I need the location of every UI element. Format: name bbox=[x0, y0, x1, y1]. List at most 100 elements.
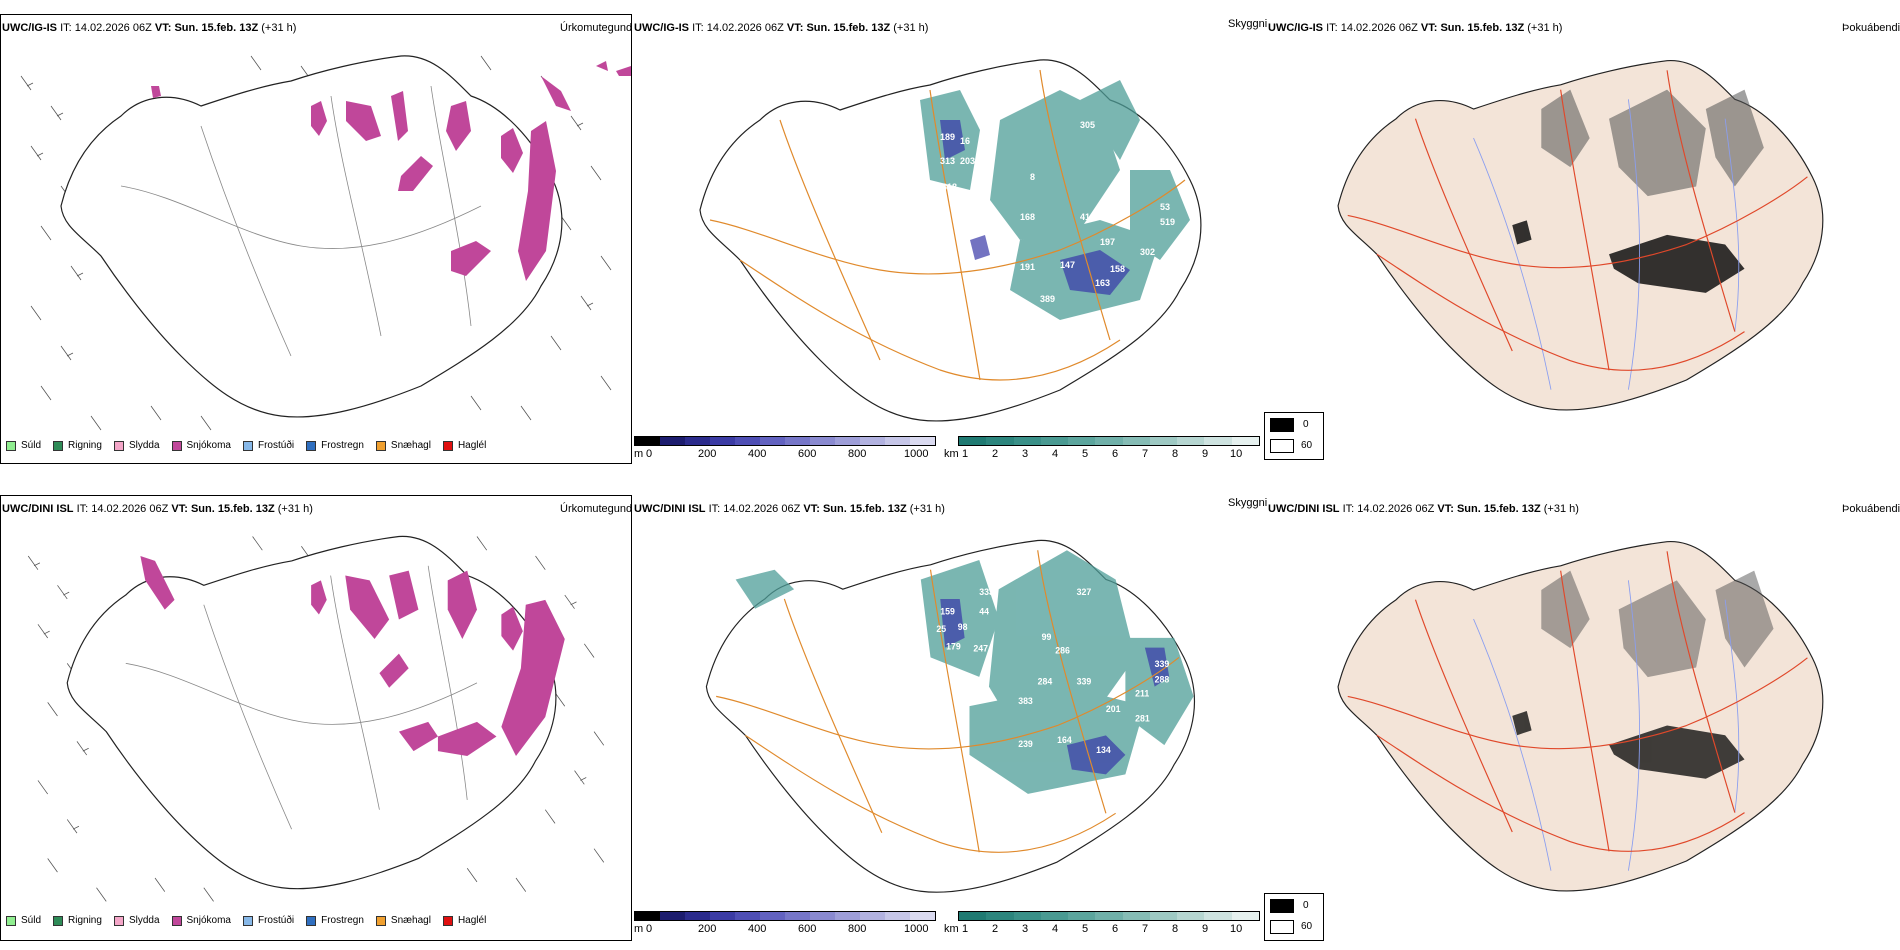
km-tick: 1 bbox=[962, 923, 969, 935]
legend-item-snaehagl: Snæhagl bbox=[375, 440, 431, 451]
vis-label: 146 bbox=[1135, 610, 1150, 620]
visibility-map-2: 333 327 159 44 146 25 98 179 247 99 286 … bbox=[705, 539, 1196, 893]
vis-label: 383 bbox=[1018, 696, 1033, 706]
panel-title-visibility-2: UWC/DINI ISL IT: 14.02.2026 06Z VT: Sun.… bbox=[634, 503, 945, 515]
legend-item-frostudi: Frostúði bbox=[242, 440, 294, 451]
vis-label: 44 bbox=[979, 607, 989, 617]
vis-label: 339 bbox=[1155, 659, 1170, 669]
height-tick: 0 bbox=[646, 923, 653, 935]
legend-item-rigning: Rigning bbox=[53, 440, 102, 451]
legend-item-slydda: Slydda bbox=[113, 915, 160, 926]
roads-orange bbox=[716, 550, 1180, 853]
vis-label: 203 bbox=[960, 156, 975, 166]
height-tick: 400 bbox=[748, 448, 767, 460]
fog-label-2: Þokuábendi bbox=[1842, 503, 1900, 515]
vis-label: 168 bbox=[1020, 212, 1035, 222]
legend-item-haglel: Haglél bbox=[442, 915, 486, 926]
legend-item-frostudi: Frostúði bbox=[242, 915, 294, 926]
km-tick: 9 bbox=[1202, 923, 1209, 935]
km-colorbar-1 bbox=[958, 436, 1260, 446]
vis-label: 519 bbox=[1160, 217, 1175, 227]
km-tick: 9 bbox=[1202, 448, 1209, 460]
height-tick: 200 bbox=[698, 923, 717, 935]
vis-label: 313 bbox=[940, 156, 955, 166]
km-tick: 6 bbox=[1112, 448, 1119, 460]
vis-label: 25 bbox=[936, 624, 946, 634]
wind-barbs bbox=[20, 55, 612, 431]
precip-type-label-2: Úrkomutegund bbox=[560, 503, 633, 515]
precip-type-frame bbox=[0, 14, 632, 464]
legend-item-slydda: Slydda bbox=[113, 440, 160, 451]
legend-item-snjokoma: Snjókoma bbox=[171, 915, 231, 926]
panel-title-precip-1: UWC/IG-IS IT: 14.02.2026 06Z VT: Sun. 15… bbox=[2, 22, 297, 34]
vis-label: 281 bbox=[1135, 714, 1150, 724]
height-tick: 1000 bbox=[904, 448, 929, 460]
visibility-number-labels: 305 31 189 16 313 203 318 8 168 25 53 41… bbox=[940, 120, 1175, 304]
legend-item-haglel: Haglél bbox=[442, 440, 486, 451]
vis-label: 147 bbox=[1060, 260, 1075, 270]
km-unit-2: km bbox=[944, 923, 959, 935]
km-tick: 2 bbox=[992, 448, 999, 460]
fog-dark-areas bbox=[1512, 711, 1745, 779]
vis-label: 284 bbox=[1038, 677, 1053, 687]
vis-label: 247 bbox=[973, 644, 988, 654]
panel-title-precip-2: UWC/DINI ISL IT: 14.02.2026 06Z VT: Sun.… bbox=[2, 503, 313, 515]
fog-grey-areas bbox=[1541, 89, 1764, 197]
km-tick: 3 bbox=[1022, 923, 1029, 935]
visibility-map-1: 305 31 189 16 313 203 318 8 168 25 53 41… bbox=[699, 59, 1202, 422]
vis-label: 314 bbox=[940, 242, 955, 252]
height-tick: 800 bbox=[848, 923, 867, 935]
visibility-label-1: Skyggni bbox=[1228, 18, 1268, 30]
height-tick: 600 bbox=[798, 923, 817, 935]
vis-label: 211 bbox=[1135, 688, 1149, 698]
roads-grey bbox=[120, 85, 482, 357]
visibility-blue bbox=[940, 598, 1170, 775]
height-tick: 0 bbox=[646, 448, 653, 460]
vis-label: 164 bbox=[1057, 735, 1072, 745]
km-tick: 8 bbox=[1172, 923, 1179, 935]
vis-label: 16 bbox=[960, 136, 970, 146]
km-tick: 3 bbox=[1022, 448, 1029, 460]
legend-item-frostregn: Frostregn bbox=[306, 440, 364, 451]
vis-label: 179 bbox=[946, 642, 961, 652]
fog-legend-2: 0 60 bbox=[1264, 893, 1324, 941]
vis-label: 99 bbox=[1042, 632, 1052, 642]
legend-item-snjokoma: Snjókoma bbox=[171, 440, 231, 451]
km-tick: 6 bbox=[1112, 923, 1119, 935]
km-colorbar-2 bbox=[958, 911, 1260, 921]
vis-label: 191 bbox=[1020, 262, 1035, 272]
vis-label: 288 bbox=[1155, 675, 1170, 685]
roads-red bbox=[1347, 70, 1808, 371]
legend-item-frostregn: Frostregn bbox=[306, 915, 364, 926]
fog-map-2 bbox=[1337, 541, 1824, 892]
vis-label: 189 bbox=[940, 132, 955, 142]
height-tick: 800 bbox=[848, 448, 867, 460]
km-tick: 2 bbox=[992, 923, 999, 935]
vis-label: 483 bbox=[1000, 232, 1015, 242]
km-tick: 7 bbox=[1142, 448, 1149, 460]
vis-label: 201 bbox=[1106, 704, 1121, 714]
vis-label: 286 bbox=[1055, 646, 1070, 656]
snow-areas bbox=[151, 61, 631, 281]
vis-label: 53 bbox=[1160, 202, 1170, 212]
fog-grey-areas bbox=[1541, 570, 1774, 678]
legend-item-sudl: Súld bbox=[6, 915, 41, 926]
row-1: UWC/IG-IS IT: 14.02.2026 06Z VT: Sun. 15… bbox=[0, 14, 1900, 464]
vis-label: 339 bbox=[1077, 677, 1092, 687]
roads-orange bbox=[709, 69, 1186, 381]
precip-type-label-1: Úrkomutegund bbox=[560, 22, 633, 34]
vis-label: 305 bbox=[1080, 120, 1095, 130]
panel-title-visibility-1: UWC/IG-IS IT: 14.02.2026 06Z VT: Sun. 15… bbox=[634, 22, 929, 34]
rivers bbox=[1473, 580, 1740, 871]
km-tick: 8 bbox=[1172, 448, 1179, 460]
legend-item-sudl: Súld bbox=[6, 440, 41, 451]
precip-legend-1: Súld Rigning Slydda Snjókoma Frostúði Fr… bbox=[6, 440, 498, 451]
precip-type-map-1 bbox=[20, 55, 631, 431]
fog-map-1 bbox=[1337, 60, 1824, 411]
iceland-coastline bbox=[60, 55, 563, 418]
vis-label: 333 bbox=[979, 587, 994, 597]
legend-item-snaehagl: Snæhagl bbox=[375, 915, 431, 926]
km-tick: 5 bbox=[1082, 448, 1089, 460]
vis-label: 327 bbox=[1077, 587, 1092, 597]
km-tick: 10 bbox=[1230, 448, 1243, 460]
